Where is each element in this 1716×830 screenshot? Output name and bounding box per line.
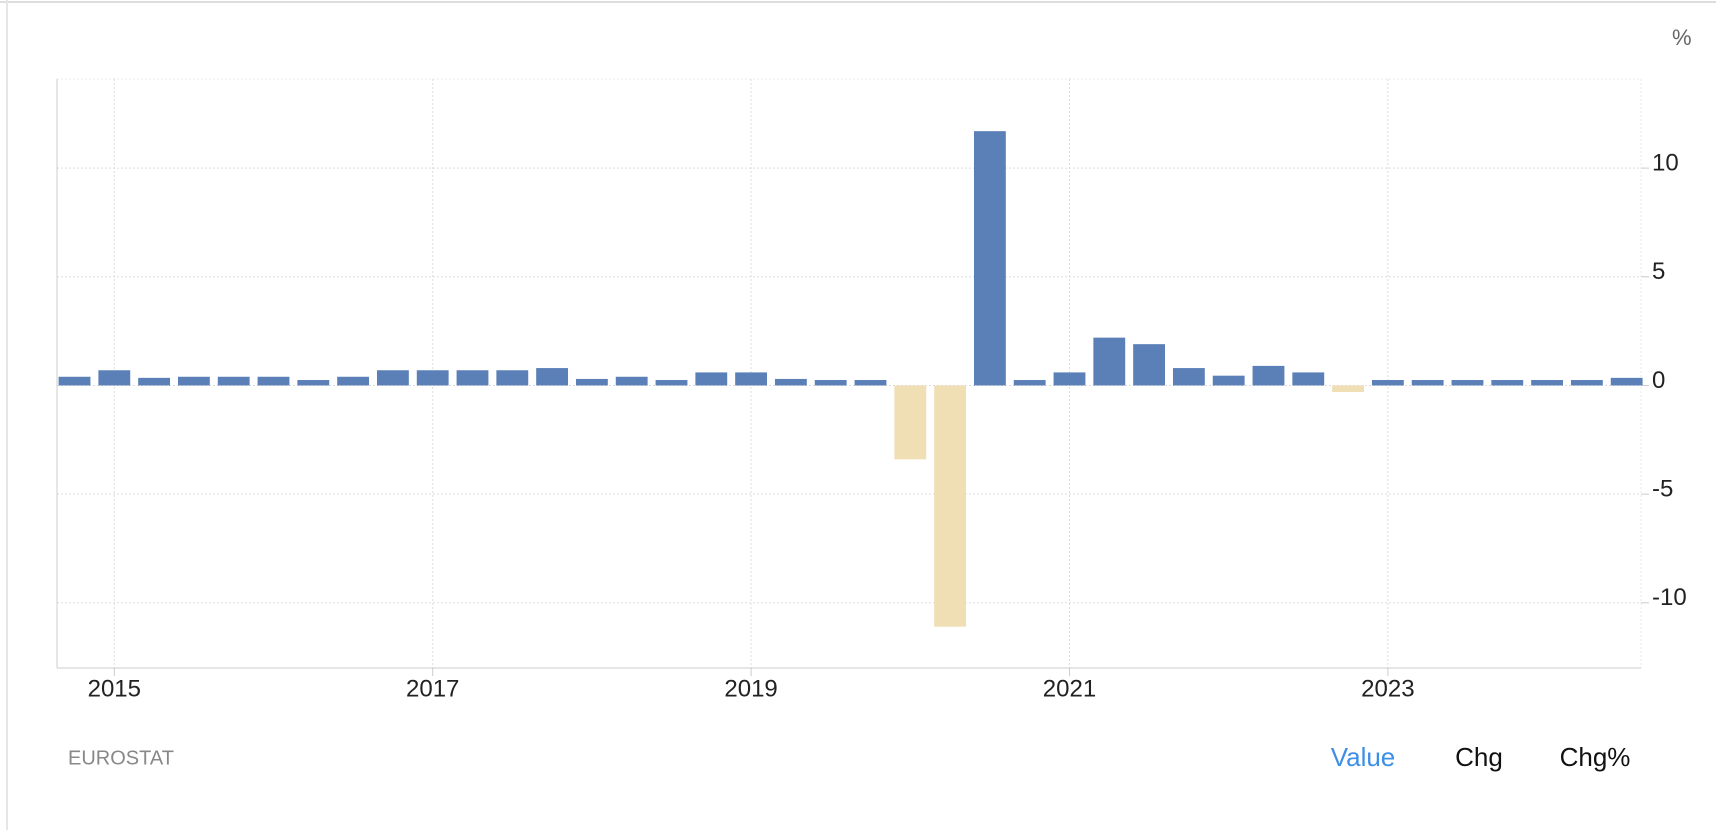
x-tick-label: 2023 [1361,675,1414,702]
y-tick-label: -5 [1652,475,1673,502]
bar [217,376,250,386]
bar [416,370,449,386]
bar [973,131,1006,386]
bar [1411,380,1444,386]
bar [735,372,768,386]
y-tick-label: -10 [1652,584,1687,611]
bar [297,380,330,386]
bar [337,376,370,386]
bar [655,380,688,386]
bar [456,370,489,386]
unit-label: % [1672,25,1692,50]
bar [1371,380,1404,386]
x-tick-label: 2015 [88,675,141,702]
bar [575,378,608,386]
bar [257,376,290,386]
bar [1013,380,1046,386]
view-button[interactable]: Value [1331,742,1396,772]
y-tick-label: 5 [1652,258,1665,285]
bar [1053,372,1086,386]
bar [1531,380,1563,386]
bar [177,376,210,386]
bar [98,370,131,386]
bar [376,370,409,386]
bar [814,380,847,386]
source: EUROSTAT [68,747,174,769]
x-tick-label: 2019 [724,675,777,702]
bar [1610,377,1643,386]
bar [1292,372,1325,386]
view-button[interactable]: Chg [1455,742,1503,772]
bar [58,376,91,386]
bar [1491,380,1524,386]
bar [615,376,648,386]
bar [496,370,529,386]
bar [1133,344,1166,386]
bar [1252,365,1285,386]
bar [894,385,927,460]
bar [1451,380,1484,386]
view-button[interactable]: Chg% [1560,742,1631,772]
bar [138,377,171,386]
bar [854,380,887,386]
bar [695,372,728,386]
x-tick-label: 2017 [406,675,459,702]
bar [536,368,569,386]
bar [1212,375,1245,386]
bar [1093,337,1126,386]
x-tick-label: 2021 [1043,675,1096,702]
y-tick-label: 10 [1652,149,1679,176]
y-tick-label: 0 [1652,367,1665,394]
bar [1332,385,1364,392]
bar [1570,380,1603,386]
bar [934,385,967,627]
bar [774,378,807,386]
bar [1172,368,1205,386]
